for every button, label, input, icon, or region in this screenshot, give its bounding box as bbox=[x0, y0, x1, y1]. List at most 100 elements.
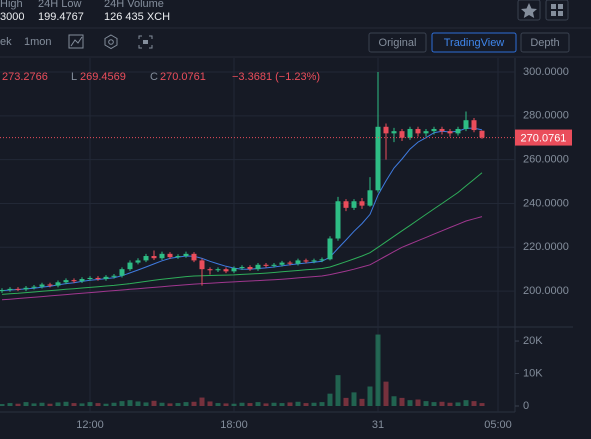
volume-bar bbox=[31, 403, 37, 406]
candle-body bbox=[223, 269, 229, 272]
candle-body bbox=[191, 253, 197, 261]
volume-bar bbox=[255, 402, 261, 406]
candle-body bbox=[0, 289, 5, 292]
view-button[interactable]: TradingView bbox=[431, 32, 517, 53]
volume-bar bbox=[71, 403, 77, 406]
volume-bar bbox=[415, 399, 421, 406]
candle-body bbox=[287, 262, 293, 264]
candle-body bbox=[103, 276, 109, 280]
favorite-button[interactable] bbox=[517, 0, 541, 21]
view-label: Original bbox=[379, 37, 417, 49]
volume-bar bbox=[423, 401, 429, 406]
volume-bar bbox=[151, 400, 157, 406]
candle-body bbox=[127, 262, 133, 270]
price-tag bbox=[515, 129, 572, 146]
x-tick-label: 18:00 bbox=[220, 419, 248, 431]
interval[interactable]: ek bbox=[0, 36, 12, 48]
candle-body bbox=[327, 238, 333, 260]
volume-bar bbox=[87, 402, 93, 406]
legend-label: C bbox=[150, 71, 158, 83]
volume-bar bbox=[191, 401, 197, 406]
volume-bar bbox=[207, 401, 213, 406]
volume-bar bbox=[479, 403, 485, 406]
volume-bar bbox=[111, 402, 117, 406]
ma-line bbox=[1, 172, 483, 295]
candle-body bbox=[407, 128, 413, 138]
candle-body bbox=[151, 256, 157, 259]
candle-body bbox=[47, 284, 53, 286]
legend-value: 269.4569 bbox=[80, 71, 126, 83]
volume-bar bbox=[431, 402, 437, 406]
candle-body bbox=[271, 264, 277, 266]
volume-bar bbox=[55, 402, 61, 406]
volume-bar bbox=[383, 381, 389, 406]
volume-bar bbox=[319, 402, 325, 406]
volume-bar bbox=[247, 403, 253, 406]
v-tick-label: 20K bbox=[523, 335, 543, 347]
candle-body bbox=[447, 131, 453, 134]
candle-body bbox=[71, 280, 77, 282]
volume-bar bbox=[311, 402, 317, 406]
candle-body bbox=[23, 287, 29, 290]
volume-bar bbox=[159, 402, 165, 406]
candle-body bbox=[479, 130, 485, 138]
interval[interactable]: 1mon bbox=[24, 36, 52, 48]
volume-bar bbox=[175, 403, 181, 406]
candle-body bbox=[367, 190, 373, 206]
view-label: Depth bbox=[530, 37, 559, 49]
settings-icon[interactable] bbox=[104, 34, 118, 50]
candle-body bbox=[463, 120, 469, 129]
volume-bar bbox=[399, 397, 405, 406]
y-tick-label: 280.0000 bbox=[523, 110, 569, 122]
layout-button[interactable] bbox=[545, 0, 569, 21]
candle-body bbox=[119, 269, 125, 276]
x-tick-label: 31 bbox=[372, 419, 384, 431]
volume-bar bbox=[471, 401, 477, 406]
candle-body bbox=[143, 256, 149, 261]
volume-bar bbox=[263, 403, 269, 406]
volume-bar bbox=[223, 403, 229, 406]
stat-value: 126 435 XCH bbox=[104, 11, 170, 23]
candle-body bbox=[215, 269, 221, 271]
volume-bar bbox=[367, 386, 373, 406]
indicator-icon[interactable] bbox=[68, 34, 84, 49]
volume-bar bbox=[271, 402, 277, 406]
volume-bar bbox=[39, 402, 45, 406]
volume-bar bbox=[15, 403, 21, 406]
ma-line bbox=[1, 216, 483, 301]
volume-bar bbox=[215, 403, 221, 406]
volume-bar bbox=[455, 402, 461, 406]
candle-body bbox=[471, 120, 477, 131]
chart: 200.0000 220.0000 240.0000 260.0000 280.0000… bbox=[0, 58, 573, 431]
volume-bar bbox=[47, 403, 53, 406]
candle-body bbox=[383, 126, 389, 134]
volume-bar bbox=[447, 402, 453, 406]
candle-body bbox=[391, 131, 397, 134]
volume-bar bbox=[335, 375, 341, 406]
volume-bar bbox=[391, 396, 397, 406]
legend-label: L bbox=[71, 71, 77, 83]
candle-body bbox=[15, 288, 21, 290]
volume-bar bbox=[0, 404, 5, 406]
volume-bar bbox=[143, 402, 149, 406]
volume-bar bbox=[327, 393, 333, 406]
v-tick-label: 10K bbox=[523, 367, 543, 379]
fullscreen-icon[interactable] bbox=[138, 35, 153, 49]
candle-body bbox=[335, 201, 341, 239]
x-tick-label: 12:00 bbox=[76, 419, 104, 431]
y-tick-label: 200.0000 bbox=[523, 285, 569, 297]
volume-bar bbox=[119, 401, 125, 406]
candle-body bbox=[455, 128, 461, 134]
legend-value: 273.2766 bbox=[2, 71, 48, 83]
candle-body bbox=[295, 260, 301, 264]
view-button[interactable]: Original bbox=[368, 32, 427, 53]
candle-body bbox=[303, 260, 309, 262]
price-tag-label: 270.0761 bbox=[521, 132, 567, 144]
legend-value: 270.0761 bbox=[160, 71, 206, 83]
candle-body bbox=[359, 201, 365, 206]
candle-body bbox=[175, 256, 181, 258]
volume-bar bbox=[287, 402, 293, 406]
volume-bar bbox=[7, 403, 13, 406]
view-label: TradingView bbox=[444, 37, 505, 49]
view-button[interactable]: Depth bbox=[520, 32, 570, 53]
